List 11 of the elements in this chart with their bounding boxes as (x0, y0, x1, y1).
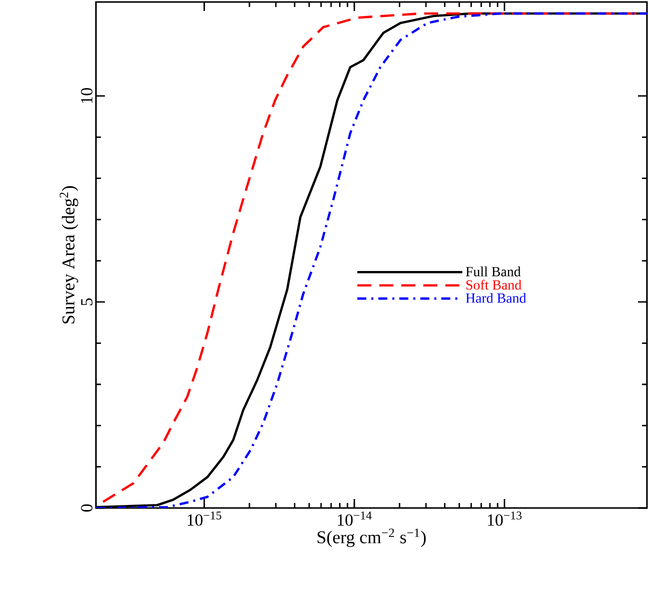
y-tick-label: 0 (81, 504, 92, 512)
x-axis-title: S(erg cm$^{−2}$ s$^{−1}$) (318, 528, 426, 548)
x-tick-label: 10$^{−14}$ (338, 512, 372, 526)
x-tick-label: 10$^{−15}$ (188, 512, 222, 526)
text: Full Band (466, 266, 521, 276)
text: Soft Band (466, 280, 522, 290)
y-axis-title: Survey Area (deg$^{2}$) (60, 186, 78, 324)
y-tick-label: 10 (81, 88, 92, 103)
y-tick-label: 5 (81, 298, 92, 306)
x-tick-label: 10$^{−13}$ (488, 512, 522, 526)
text: Hard Band (466, 292, 526, 303)
